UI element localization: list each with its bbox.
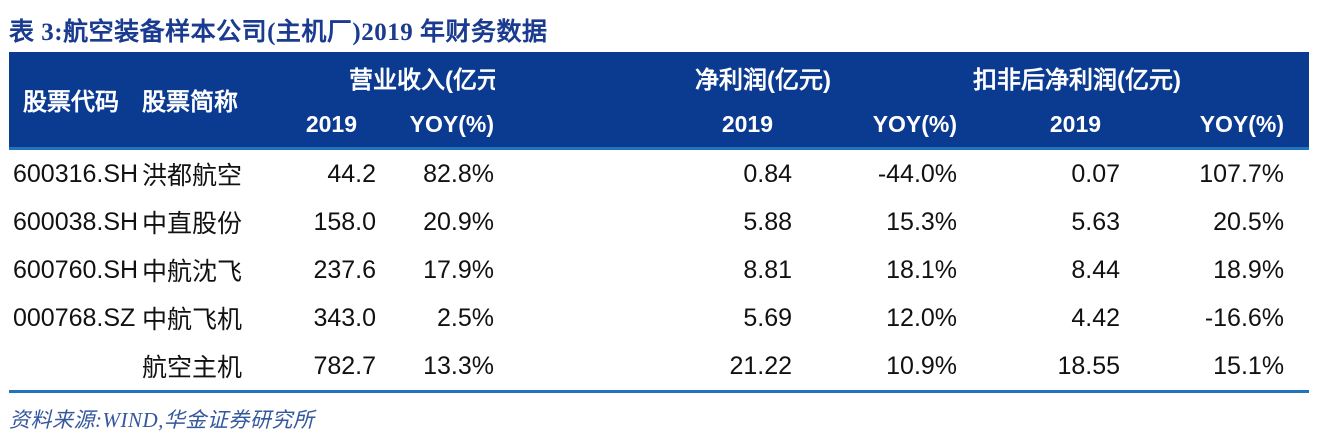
- table-row: 600038.SH 中直股份 158.0 20.9% 5.88 15.3% 5.63 20.5…: [9, 198, 1310, 246]
- cell-stock-name: 中航沈飞: [139, 246, 269, 294]
- cell-net-profit-2019: 21.22: [495, 342, 794, 393]
- cell-revenue-yoy: 20.9%: [377, 198, 496, 246]
- header-group-revenue: 营业收入(亿元): [269, 52, 496, 102]
- cell-deducted-yoy: -16.6%: [1121, 294, 1310, 342]
- header-revenue-yoy: YOY(%): [377, 102, 496, 150]
- cell-net-profit-2019: 0.84: [495, 148, 794, 198]
- table-header: 股票代码 股票简称 营业收入(亿元) 净利润(亿元) 扣非后净利润(亿元) 20…: [9, 52, 1310, 150]
- table-row: 航空主机 782.7 13.3% 21.22 10.9% 18.55 15.1%: [9, 342, 1310, 393]
- header-stock-code: 股票代码: [9, 52, 139, 150]
- header-group-row: 股票代码 股票简称 营业收入(亿元) 净利润(亿元) 扣非后净利润(亿元): [9, 52, 1310, 150]
- header-sub-row: 2019 YOY(%) 2019 YOY(%) 2019 YOY(%): [9, 102, 1310, 150]
- cell-net-profit-yoy: 18.1%: [793, 246, 959, 294]
- cell-net-profit-2019: 5.88: [495, 198, 794, 246]
- cell-deducted-yoy: 20.5%: [1121, 198, 1310, 246]
- table-row: 000768.SZ 中航飞机 343.0 2.5% 5.69 12.0% 4.42 -16.6…: [9, 294, 1310, 342]
- header-deducted-2019: 2019: [958, 102, 1122, 150]
- financial-table: 股票代码 股票简称 营业收入(亿元) 净利润(亿元) 扣非后净利润(亿元) 20…: [9, 52, 1310, 393]
- table-title: 表 3:航空装备样本公司(主机厂)2019 年财务数据: [9, 19, 548, 46]
- cell-stock-name: 洪都航空: [139, 148, 269, 198]
- cell-revenue-yoy: 82.8%: [377, 148, 496, 198]
- cell-revenue-yoy: 2.5%: [377, 294, 496, 342]
- source-note: 资料来源:WIND,华金证券研究所: [9, 408, 315, 432]
- cell-revenue-yoy: 17.9%: [377, 246, 496, 294]
- header-net-profit-2019: 2019: [495, 102, 794, 150]
- cell-stock-code: 600760.SH: [9, 246, 139, 294]
- cell-stock-code: 000768.SZ: [9, 294, 139, 342]
- cell-deducted-2019: 4.42: [958, 294, 1122, 342]
- cell-revenue-2019: 44.2: [269, 148, 377, 198]
- cell-revenue-2019: 343.0: [269, 294, 377, 342]
- cell-deducted-2019: 18.55: [958, 342, 1122, 393]
- cell-deducted-2019: 8.44: [958, 246, 1122, 294]
- table-row: 600316.SH 洪都航空 44.2 82.8% 0.84 -44.0% 0.07 107.…: [9, 148, 1310, 198]
- cell-revenue-yoy: 13.3%: [377, 342, 496, 393]
- cell-stock-code: 600038.SH: [9, 198, 139, 246]
- cell-net-profit-2019: 5.69: [495, 294, 794, 342]
- table-row: 600760.SH 中航沈飞 237.6 17.9% 8.81 18.1% 8.44 18.9…: [9, 246, 1310, 294]
- cell-stock-name: 中航飞机: [139, 294, 269, 342]
- cell-net-profit-yoy: -44.0%: [793, 148, 959, 198]
- header-revenue-2019: 2019: [269, 102, 377, 150]
- cell-revenue-2019: 237.6: [269, 246, 377, 294]
- header-stock-name: 股票简称: [139, 52, 269, 150]
- header-group-deducted-net-profit: 扣非后净利润(亿元): [958, 52, 1310, 102]
- cell-stock-name: 航空主机: [139, 342, 269, 393]
- header-group-net-profit: 净利润(亿元): [495, 52, 959, 102]
- header-net-profit-yoy: YOY(%): [793, 102, 959, 150]
- cell-net-profit-yoy: 12.0%: [793, 294, 959, 342]
- cell-revenue-2019: 782.7: [269, 342, 377, 393]
- cell-deducted-2019: 5.63: [958, 198, 1122, 246]
- cell-stock-name: 中直股份: [139, 198, 269, 246]
- cell-deducted-2019: 0.07: [958, 148, 1122, 198]
- cell-revenue-2019: 158.0: [269, 198, 377, 246]
- cell-stock-code: 600316.SH: [9, 148, 139, 198]
- header-deducted-yoy: YOY(%): [1121, 102, 1310, 150]
- cell-net-profit-2019: 8.81: [495, 246, 794, 294]
- cell-deducted-yoy: 15.1%: [1121, 342, 1310, 393]
- cell-deducted-yoy: 107.7%: [1121, 148, 1310, 198]
- cell-net-profit-yoy: 10.9%: [793, 342, 959, 393]
- table-body: 600316.SH 洪都航空 44.2 82.8% 0.84 -44.0% 0.07 107.…: [9, 148, 1310, 393]
- cell-stock-code: [9, 342, 139, 393]
- cell-net-profit-yoy: 15.3%: [793, 198, 959, 246]
- cell-deducted-yoy: 18.9%: [1121, 246, 1310, 294]
